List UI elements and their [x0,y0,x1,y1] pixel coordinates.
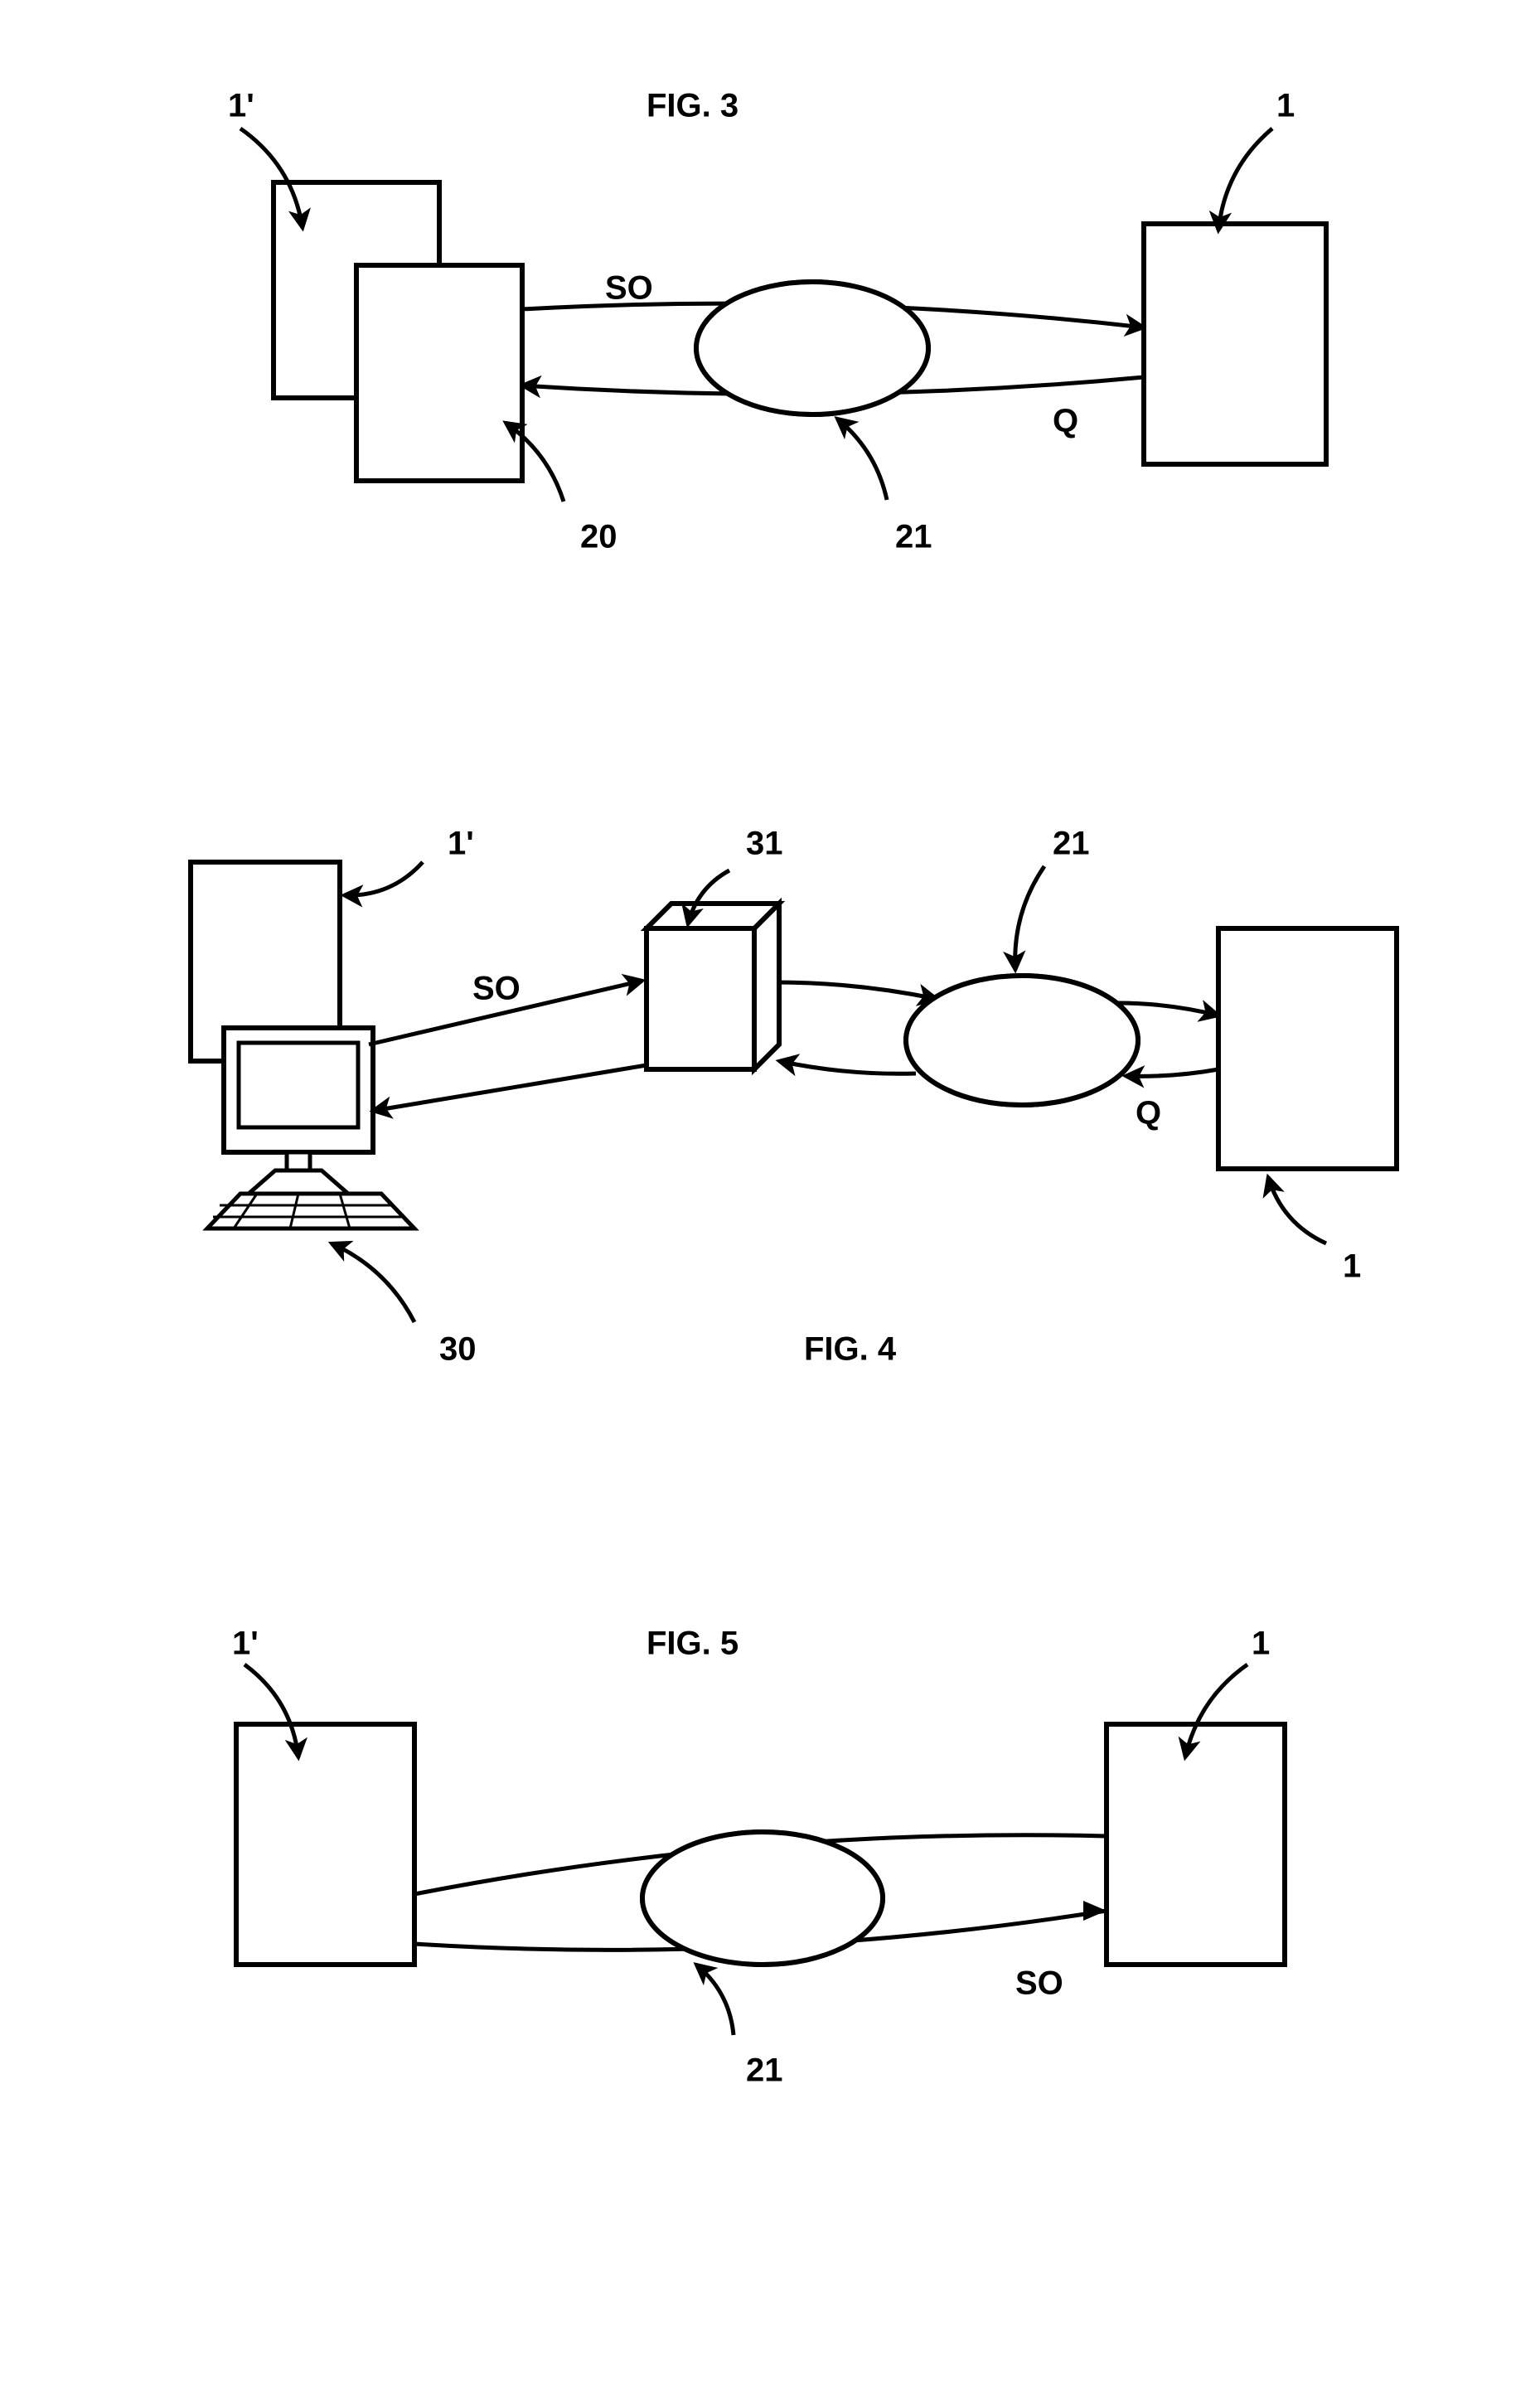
fig3-label-q: Q [1053,403,1078,439]
fig3-label-20: 20 [580,519,617,555]
fig4-label-1: 1 [1343,1248,1361,1285]
fig4-ptr-1 [1268,1177,1326,1243]
fig4-cube [647,904,779,1069]
fig3-ptr-21 [837,419,887,500]
fig4-arrow-cube-ell-bottom [779,1061,916,1073]
fig4-label-30: 30 [439,1331,477,1368]
fig3-label-21: 21 [895,519,932,555]
fig4-arrow-ell-box-bottom [1126,1069,1218,1076]
fig3-label-1prime: 1' [228,88,254,124]
fig4-label-21: 21 [1053,826,1090,862]
fig5-box-right [1107,1724,1285,1965]
fig5-title: FIG. 5 [647,1626,739,1662]
fig3-box-front [356,265,522,481]
fig4-label-q: Q [1136,1095,1161,1132]
fig3-ellipse-top [696,282,928,414]
fig3-ptr-1 [1218,128,1272,230]
fig3-label-so: SO [605,270,653,307]
fig4-label-1prime: 1' [448,826,474,862]
fig4-ptr-30 [332,1243,414,1322]
fig5-label-1prime: 1' [232,1626,259,1662]
fig4-ptr-1prime [344,862,423,895]
fig4-label-31: 31 [746,826,783,862]
fig5-label-1: 1 [1252,1626,1270,1662]
fig4-computer [207,1028,414,1228]
fig4-ellipse-top [906,976,1138,1105]
fig4-label-so: SO [472,971,521,1007]
fig4-title: FIG. 4 [804,1331,897,1368]
fig3-label-1: 1 [1276,88,1295,124]
fig4-arrow-pc-cube-bottom [373,1065,647,1111]
fig5-ptr-21 [696,1965,734,2035]
fig5-label-so: SO [1015,1965,1063,2002]
fig4-arrow-cube-ell-top [775,982,937,999]
fig5-ellipse-top [642,1832,883,1965]
fig3-box-right [1144,224,1326,464]
fig4-box-right [1218,928,1397,1169]
fig3-title: FIG. 3 [647,88,739,124]
fig5-label-21: 21 [746,2052,783,2089]
fig5-arrow-bottom-head [1083,1901,1107,1921]
fig4-ptr-21 [1015,866,1044,970]
fig5-box-left [236,1724,414,1965]
